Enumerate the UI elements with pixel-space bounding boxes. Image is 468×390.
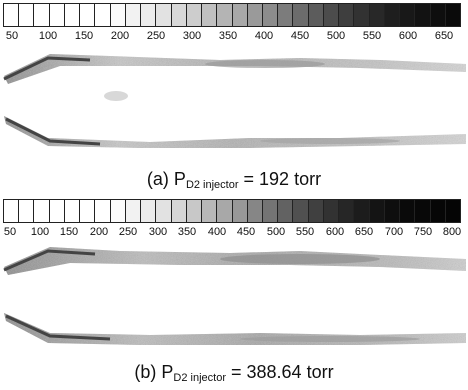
tick-label: 100 bbox=[38, 30, 58, 42]
caption-a-subscript: D2 injector bbox=[185, 179, 239, 191]
tick-label: 350 bbox=[218, 30, 238, 42]
tick-label: 300 bbox=[182, 30, 202, 42]
tick-label: 650 bbox=[354, 226, 374, 238]
tick-label: 300 bbox=[148, 226, 168, 238]
tick-label: 550 bbox=[295, 226, 315, 238]
tick-label: 450 bbox=[290, 30, 310, 42]
caption-a: (a) PD2 injector = 192 torr bbox=[0, 167, 468, 197]
tick-label: 800 bbox=[442, 226, 462, 238]
tick-label: 700 bbox=[384, 226, 404, 238]
tick-label: 500 bbox=[326, 30, 346, 42]
tick-label: 200 bbox=[89, 226, 109, 238]
tick-label: 250 bbox=[146, 30, 166, 42]
tick-label: 650 bbox=[434, 30, 454, 42]
tick-label: 500 bbox=[266, 226, 286, 238]
caption-b: (b) PD2 injector = 388.64 torr bbox=[0, 360, 468, 390]
tick-label: 750 bbox=[413, 226, 433, 238]
caption-a-suffix: = 192 torr bbox=[238, 169, 322, 189]
colorbar-b-ticks: 50 100 150 200 250 300 350 400 450 500 5… bbox=[3, 225, 461, 239]
tick-label: 550 bbox=[362, 30, 382, 42]
colorbar-a-ticks: 50 100 150 200 250 300 350 400 450 500 5… bbox=[3, 29, 461, 43]
tick-label: 50 bbox=[3, 226, 17, 238]
caption-a-prefix: (a) P bbox=[146, 169, 186, 189]
colorbar-b bbox=[3, 199, 461, 223]
tick-label: 150 bbox=[59, 226, 79, 238]
caption-b-prefix: (b) P bbox=[134, 362, 174, 382]
tick-label: 100 bbox=[30, 226, 50, 238]
tick-label: 250 bbox=[118, 226, 138, 238]
colorbar-a bbox=[3, 3, 461, 27]
tick-label: 200 bbox=[110, 30, 130, 42]
density-contour-a bbox=[3, 54, 466, 148]
caption-b-subscript: D2 injector bbox=[173, 372, 226, 384]
tick-label: 450 bbox=[236, 226, 256, 238]
tick-label: 400 bbox=[207, 226, 227, 238]
caption-b-suffix: = 388.64 torr bbox=[226, 362, 334, 382]
tick-label: 400 bbox=[254, 30, 274, 42]
tick-label: 600 bbox=[398, 30, 418, 42]
density-contour-b bbox=[3, 247, 466, 345]
tick-label: 50 bbox=[5, 30, 19, 42]
tick-label: 150 bbox=[74, 30, 94, 42]
tick-label: 600 bbox=[325, 226, 345, 238]
tick-label: 350 bbox=[177, 226, 197, 238]
